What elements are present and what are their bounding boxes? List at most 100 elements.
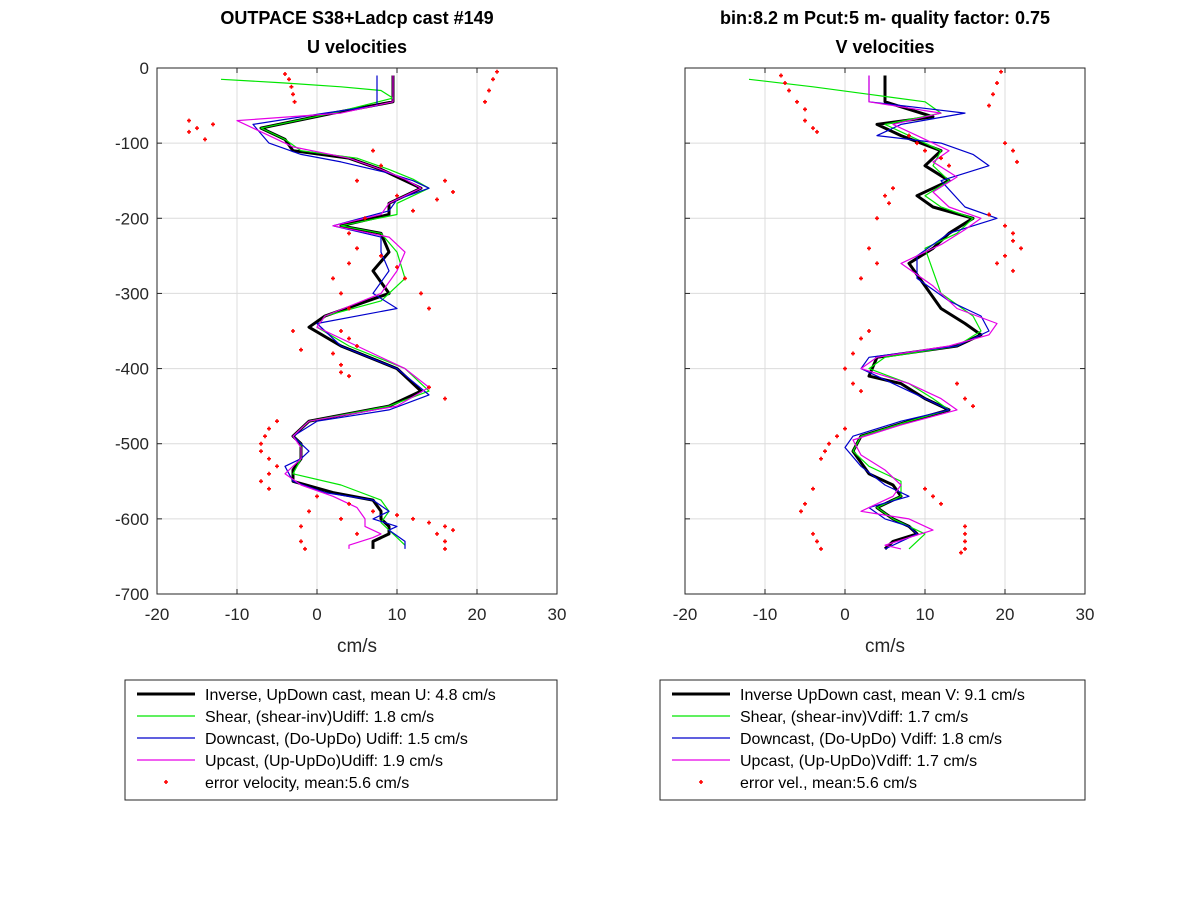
error-velocity-point bbox=[395, 513, 399, 518]
legend-label: Inverse UpDown cast, mean V: 9.1 cm/s bbox=[740, 687, 1025, 704]
x-tick-label: -10 bbox=[225, 605, 250, 624]
chart-title: bin:8.2 m Pcut:5 m- quality factor: 0.75 bbox=[720, 8, 1050, 28]
series-line-2 bbox=[844, 75, 998, 550]
x-tick-label: 10 bbox=[388, 605, 407, 624]
error-velocity-point bbox=[963, 546, 967, 551]
axes-box bbox=[684, 67, 1086, 595]
error-velocity-point bbox=[787, 88, 791, 93]
error-velocity-point bbox=[815, 539, 819, 544]
error-velocity-point bbox=[955, 381, 959, 386]
error-velocity-point bbox=[963, 524, 967, 529]
error-velocity-point bbox=[859, 389, 863, 394]
error-velocity-point bbox=[443, 524, 447, 529]
error-velocity-point bbox=[263, 434, 267, 439]
error-velocity-markers bbox=[187, 69, 499, 551]
error-velocity-point bbox=[1011, 231, 1015, 236]
error-velocity-point bbox=[283, 72, 287, 77]
plot-area bbox=[187, 69, 499, 551]
error-velocity-point bbox=[915, 141, 919, 146]
error-velocity-point bbox=[851, 381, 855, 386]
error-velocity-point bbox=[939, 501, 943, 506]
error-velocity-point bbox=[363, 216, 367, 221]
error-velocity-point bbox=[451, 189, 455, 194]
y-tick-label: -100 bbox=[115, 134, 149, 153]
error-velocity-point bbox=[291, 329, 295, 333]
error-velocity-point bbox=[427, 520, 431, 525]
y-tick-label: -200 bbox=[115, 209, 149, 228]
error-velocity-point bbox=[991, 92, 995, 97]
error-velocity-point bbox=[859, 336, 863, 341]
error-velocity-point bbox=[995, 81, 999, 86]
error-velocity-point bbox=[443, 546, 447, 551]
error-velocity-point bbox=[1003, 253, 1007, 258]
error-velocity-point bbox=[331, 276, 335, 281]
error-velocity-point bbox=[379, 163, 383, 168]
error-velocity-point bbox=[783, 81, 787, 86]
error-velocity-point bbox=[275, 464, 279, 469]
x-tick-label: 10 bbox=[916, 605, 935, 624]
error-velocity-point bbox=[811, 486, 815, 491]
error-velocity-point bbox=[443, 539, 447, 544]
error-velocity-point bbox=[339, 329, 343, 333]
error-velocity-point bbox=[347, 231, 351, 236]
error-velocity-point bbox=[887, 201, 891, 206]
chart-title: OUTPACE S38+Ladcp cast #149 bbox=[220, 8, 493, 28]
error-velocity-point bbox=[395, 193, 399, 198]
u-velocity-panel: OUTPACE S38+Ladcp cast #149 U velocities… bbox=[115, 8, 566, 801]
y-tick-label: -700 bbox=[115, 585, 149, 604]
x-axis: -20 -10 0 10 20 30 bbox=[145, 68, 566, 624]
x-tick-label: -20 bbox=[145, 605, 170, 624]
x-tick-label: 30 bbox=[1076, 605, 1095, 624]
error-velocity-point bbox=[987, 212, 991, 217]
error-velocity-point bbox=[843, 366, 847, 371]
legend-label: Upcast, (Up-UpDo)Udiff: 1.9 cm/s bbox=[205, 753, 443, 770]
error-velocity-point bbox=[811, 126, 815, 131]
error-velocity-point bbox=[259, 441, 263, 446]
x-axis-label: cm/s bbox=[337, 636, 377, 657]
error-velocity-point bbox=[779, 73, 783, 78]
legend-label: Downcast, (Do-UpDo) Udiff: 1.5 cm/s bbox=[205, 731, 468, 748]
error-velocity-point bbox=[971, 404, 975, 409]
error-velocity-point bbox=[987, 103, 991, 108]
v-velocity-panel: bin:8.2 m Pcut:5 m- quality factor: 0.75… bbox=[659, 8, 1095, 801]
error-velocity-point bbox=[931, 494, 935, 499]
error-velocity-point bbox=[1011, 268, 1015, 273]
error-velocity-point bbox=[1015, 159, 1019, 164]
y-tick-label: -400 bbox=[115, 360, 149, 379]
error-velocity-point bbox=[339, 516, 343, 521]
error-velocity-point bbox=[195, 126, 199, 131]
y-axis bbox=[685, 67, 1085, 595]
error-velocity-point bbox=[495, 69, 499, 74]
axes-box bbox=[156, 67, 558, 595]
error-velocity-point bbox=[267, 486, 271, 491]
error-velocity-point bbox=[347, 501, 351, 506]
error-velocity-point bbox=[959, 550, 963, 555]
error-velocity-point bbox=[355, 178, 359, 183]
error-velocity-point bbox=[907, 133, 911, 138]
error-velocity-point bbox=[803, 118, 807, 123]
error-velocity-point bbox=[823, 449, 827, 454]
error-velocity-point bbox=[867, 246, 871, 251]
error-velocity-point bbox=[999, 69, 1003, 74]
error-velocity-point bbox=[371, 148, 375, 153]
x-tick-label: 0 bbox=[312, 605, 321, 624]
error-velocity-point bbox=[827, 441, 831, 446]
error-velocity-point bbox=[963, 396, 967, 401]
y-tick-label: 0 bbox=[140, 59, 149, 78]
error-velocity-markers bbox=[779, 69, 1023, 555]
error-velocity-point bbox=[211, 122, 215, 127]
error-velocity-point bbox=[947, 163, 951, 168]
error-velocity-point bbox=[923, 486, 927, 491]
error-velocity-point bbox=[395, 265, 399, 270]
error-velocity-point bbox=[843, 426, 847, 431]
error-velocity-point bbox=[259, 449, 263, 454]
error-velocity-point bbox=[963, 531, 967, 536]
chart-subtitle: V velocities bbox=[835, 37, 934, 57]
error-velocity-point bbox=[819, 456, 823, 461]
error-velocity-point bbox=[963, 539, 967, 544]
error-velocity-point bbox=[267, 471, 271, 476]
x-tick-label: 0 bbox=[840, 605, 849, 624]
x-tick-label: -10 bbox=[753, 605, 778, 624]
error-velocity-point bbox=[339, 291, 343, 296]
